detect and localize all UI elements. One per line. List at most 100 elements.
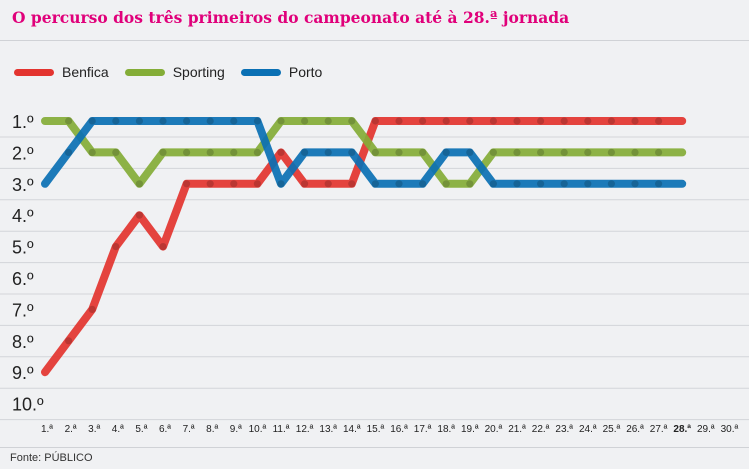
y-tick-label: 8.º	[12, 332, 34, 352]
y-tick-label: 1.º	[12, 112, 34, 132]
data-point-porto	[513, 180, 521, 188]
series-line-porto	[41, 117, 687, 188]
data-point-benfica	[65, 337, 73, 345]
data-point-porto	[277, 180, 285, 188]
data-point-benfica	[230, 180, 238, 188]
data-point-porto	[537, 180, 545, 188]
legend-label: Porto	[288, 64, 323, 80]
data-point-sporting	[631, 148, 639, 156]
data-point-porto	[607, 180, 616, 188]
data-point-sporting	[442, 180, 450, 188]
series-line-benfica	[41, 117, 687, 377]
x-tick-label: 4.ª	[112, 424, 124, 435]
data-point-porto	[395, 180, 403, 188]
data-point-benfica	[607, 117, 616, 125]
data-point-sporting	[537, 148, 545, 156]
x-tick-label: 17.ª	[414, 424, 432, 435]
x-tick-label: 18.ª	[437, 424, 455, 435]
x-tick-label: 13.ª	[319, 424, 337, 435]
x-tick-label: 26.ª	[626, 424, 644, 435]
x-tick-label: 8.ª	[206, 424, 218, 435]
x-tick-label: 22.ª	[532, 424, 550, 435]
data-point-porto	[88, 117, 96, 125]
x-tick-label: 23.ª	[555, 424, 573, 435]
data-point-sporting	[253, 148, 261, 156]
x-tick-label: 2.ª	[65, 424, 77, 435]
x-tick-label: 15.ª	[367, 424, 385, 435]
data-point-benfica	[277, 148, 285, 156]
legend-swatch	[240, 68, 281, 76]
data-point-benfica	[395, 117, 403, 125]
data-point-benfica	[560, 117, 568, 125]
data-point-porto	[135, 117, 143, 125]
data-point-benfica	[489, 117, 497, 125]
data-point-sporting	[112, 148, 120, 156]
data-point-porto	[301, 148, 309, 156]
x-tick-label: 28.ª	[673, 424, 691, 435]
data-point-sporting	[419, 148, 427, 156]
data-point-benfica	[537, 117, 545, 125]
data-point-benfica	[112, 243, 120, 251]
y-tick-label: 2.º	[12, 143, 34, 163]
data-point-sporting	[513, 148, 521, 156]
data-point-sporting	[371, 148, 379, 156]
data-point-porto	[112, 117, 120, 125]
legend-item-benfica: Benfica	[14, 64, 109, 80]
y-tick-label: 6.º	[12, 269, 34, 289]
legend-label: Benfica	[62, 64, 109, 80]
data-point-sporting	[607, 148, 616, 156]
y-tick-label: 4.º	[12, 206, 34, 226]
y-tick-label: 9.º	[12, 363, 34, 383]
data-point-benfica	[419, 117, 427, 125]
legend: Benfica Sporting Porto	[14, 64, 322, 80]
x-tick-label: 12.ª	[296, 424, 314, 435]
x-tick-label: 3.ª	[88, 424, 100, 435]
x-tick-label: 20.ª	[485, 424, 503, 435]
x-tick-label: 30.ª	[721, 424, 739, 435]
x-tick-label: 1.ª	[41, 424, 53, 435]
data-point-benfica	[348, 180, 356, 188]
x-tick-label: 27.ª	[650, 424, 668, 435]
data-point-porto	[419, 180, 427, 188]
data-point-porto	[183, 117, 191, 125]
legend-item-porto: Porto	[240, 64, 323, 80]
data-point-benfica	[371, 117, 379, 125]
data-point-sporting	[65, 117, 73, 125]
x-tick-label: 10.ª	[249, 424, 267, 435]
x-tick-label: 24.ª	[579, 424, 597, 435]
x-tick-label: 16.ª	[390, 424, 408, 435]
data-point-porto	[324, 148, 332, 156]
x-tick-label: 6.ª	[159, 424, 171, 435]
x-tick-label: 5.ª	[135, 424, 147, 435]
x-tick-label: 14.ª	[343, 424, 361, 435]
data-point-benfica	[655, 117, 663, 125]
x-tick-label: 11.ª	[273, 424, 290, 435]
data-point-porto	[489, 180, 497, 188]
data-point-porto	[253, 117, 261, 125]
data-point-sporting	[348, 117, 356, 125]
x-tick-label: 25.ª	[603, 424, 621, 435]
data-point-porto	[584, 180, 592, 188]
data-point-sporting	[560, 148, 568, 156]
data-point-sporting	[206, 148, 214, 156]
data-point-benfica	[631, 117, 639, 125]
data-point-benfica	[442, 117, 450, 125]
data-point-porto	[442, 148, 450, 156]
divider	[0, 447, 749, 448]
legend-swatch	[124, 68, 165, 76]
data-point-porto	[159, 117, 167, 125]
data-point-sporting	[88, 148, 96, 156]
data-point-sporting	[395, 148, 403, 156]
x-tick-label: 29.ª	[697, 424, 715, 435]
legend-label: Sporting	[172, 64, 225, 80]
data-point-sporting	[324, 117, 332, 125]
data-point-benfica	[324, 180, 332, 188]
data-point-benfica	[88, 305, 96, 313]
data-point-sporting	[159, 148, 167, 156]
data-point-porto	[65, 148, 73, 156]
data-point-porto	[560, 180, 568, 188]
data-point-porto	[631, 180, 639, 188]
data-point-benfica	[466, 117, 474, 125]
x-tick-label: 19.ª	[461, 424, 479, 435]
data-point-sporting	[489, 148, 497, 156]
